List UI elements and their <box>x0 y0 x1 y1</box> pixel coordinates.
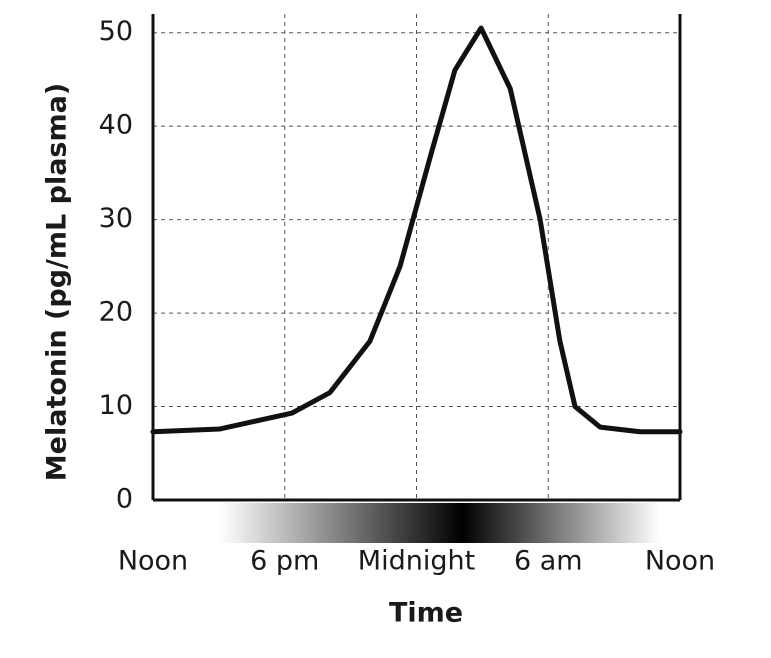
y-tick-label: 50 <box>99 16 133 47</box>
y-tick-label: 0 <box>116 484 133 515</box>
y-tick-label: 20 <box>99 297 133 328</box>
night-gradient <box>220 503 660 543</box>
x-tick-label: Noon <box>118 546 188 577</box>
x-tick-label: Noon <box>645 546 715 577</box>
y-tick-label: 10 <box>99 390 133 421</box>
x-axis-label: Time <box>389 598 463 629</box>
x-tick-label: 6 am <box>514 546 583 577</box>
x-tick-label: Midnight <box>358 546 475 577</box>
x-tick-label: 6 pm <box>250 546 319 577</box>
y-axis-label: Melatonin (pg/mL plasma) <box>42 83 73 481</box>
data-line <box>150 25 683 435</box>
y-tick-label: 40 <box>99 110 133 141</box>
y-tick-label: 30 <box>99 203 133 234</box>
